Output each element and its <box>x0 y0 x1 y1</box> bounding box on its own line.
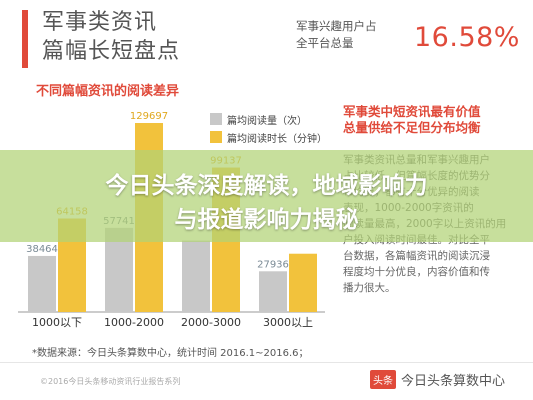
right-panel-title-line-2: 总量供给不足但分布均衡 <box>343 120 481 135</box>
chart-title: 不同篇幅资讯的阅读差异 <box>36 84 180 99</box>
top-stat-label-1: 军事兴趣用户占 <box>296 19 377 33</box>
bar-value-label: 27936 <box>257 259 289 270</box>
copyright-note: ©2016今日头条移动资讯行业报告系列 <box>40 377 181 386</box>
headline-accent-bar <box>22 10 28 68</box>
category-tick-label: 3000以上 <box>263 316 313 329</box>
overlay-title-line-2: 与报道影响力揭秘 <box>174 207 359 233</box>
bar-value-label: 129697 <box>130 111 168 122</box>
brand: 头条 今日头条算数中心 <box>370 370 505 389</box>
top-stat-value: 16.58% <box>414 22 520 53</box>
title-overlay-band <box>0 150 533 242</box>
headline-line-1: 军事类资讯 <box>42 10 158 35</box>
right-panel-body-line: 程度均十分优良，内容价值和传 <box>343 266 490 278</box>
legend-label-reads: 篇均阅读量（次） <box>227 115 307 127</box>
bar-value-label: 38464 <box>26 244 58 255</box>
category-tick-label: 1000以下 <box>32 316 82 329</box>
right-panel-body-line: 台数据，各篇幅资讯的阅读沉浸 <box>343 250 490 262</box>
right-panel-title: 军事类中短资讯最有价值 总量供给不足但分布均衡 <box>343 104 523 136</box>
category-tick-label: 1000-2000 <box>104 316 164 329</box>
legend-swatch-duration <box>210 131 222 143</box>
top-stat-label-2: 全平台总量 <box>296 36 354 50</box>
chart-legend: 篇均阅读量（次） 篇均阅读时长（分钟） <box>210 110 327 146</box>
right-panel-title-line-1: 军事类中短资讯最有价值 <box>343 104 481 119</box>
legend-item-duration: 篇均阅读时长（分钟） <box>210 128 327 146</box>
bar-reads <box>28 255 56 312</box>
bar-reads <box>259 271 287 312</box>
headline: 军事类资讯 篇幅长短盘点 <box>42 8 180 66</box>
headline-line-2: 篇幅长短盘点 <box>42 39 181 64</box>
bar-reads <box>182 240 210 312</box>
legend-item-reads: 篇均阅读量（次） <box>210 110 327 128</box>
overlay-title-line-1: 今日头条深度解读，地域影响力 <box>105 173 428 199</box>
legend-swatch-reads <box>210 113 222 125</box>
category-tick-label: 2000-3000 <box>181 316 241 329</box>
legend-label-duration: 篇均阅读时长（分钟） <box>227 133 327 145</box>
data-source-note: *数据来源：今日头条算数中心，统计时间 2016.1~2016.6； <box>32 348 309 359</box>
brand-name: 今日头条算数中心 <box>401 374 506 389</box>
footer-divider <box>0 362 533 363</box>
brand-logo-icon: 头条 <box>370 370 396 389</box>
top-stat: 军事兴趣用户占 全平台总量 16.58% <box>296 18 519 53</box>
bar-duration <box>289 253 317 312</box>
right-panel-body-line: 播力很大。 <box>343 282 396 294</box>
